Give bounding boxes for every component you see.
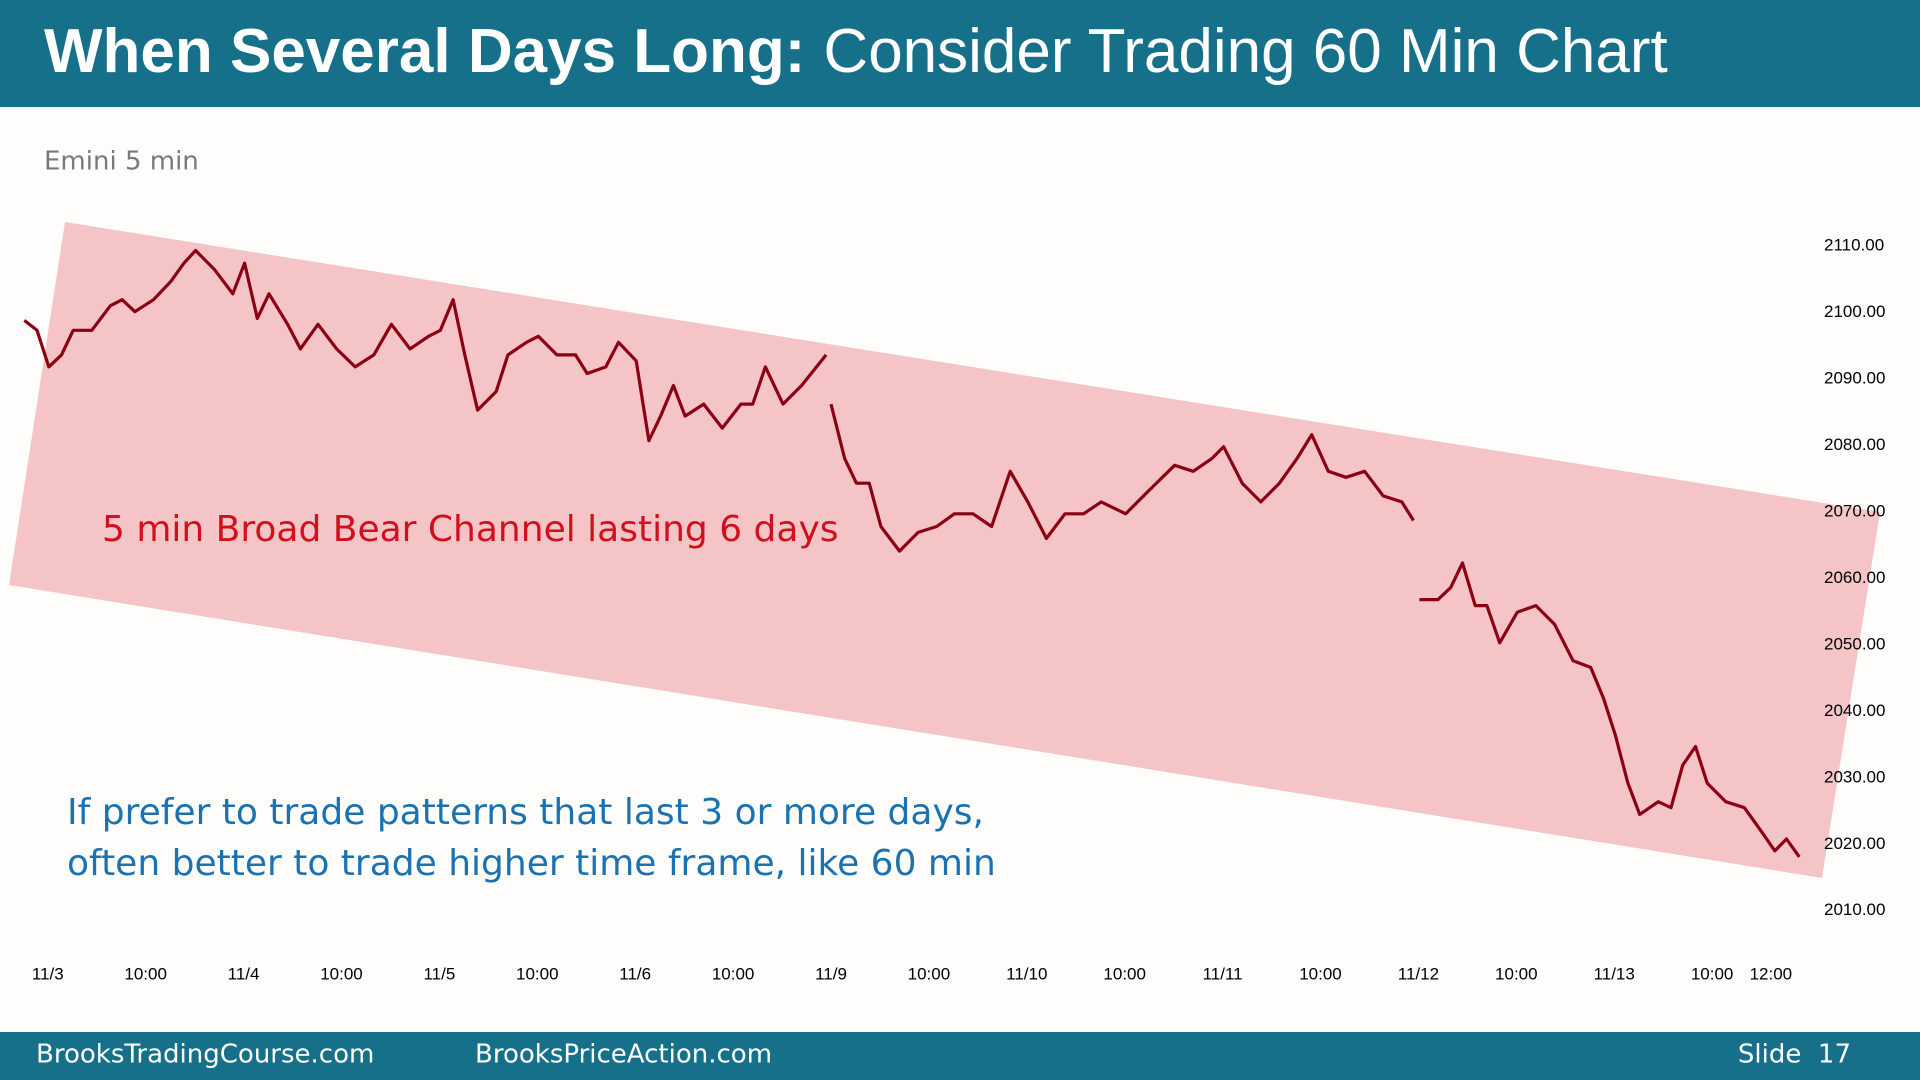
- footer-bar: [0, 1032, 1920, 1080]
- y-tick-label: 2110.00: [1824, 235, 1884, 254]
- y-tick-label: 2070.00: [1824, 501, 1885, 520]
- price-line: [23, 248, 1801, 858]
- x-tick-label: 10:00: [320, 964, 363, 983]
- x-tick-label: 10:00: [124, 964, 167, 983]
- chart-title: Emini 5 min: [44, 147, 199, 177]
- x-tick-label: 11/3: [32, 964, 64, 983]
- plot: 2010.00 2020.00 2030.00 2040.00 2050.00 2060.…: [23, 235, 1885, 983]
- x-tick-label: 10:00: [908, 964, 951, 983]
- y-tick-label: 2080.00: [1824, 435, 1885, 454]
- y-tick-label: 2030.00: [1824, 767, 1885, 786]
- x-tick-label: 12:00: [1750, 964, 1793, 983]
- x-tick-label: 11/13: [1594, 964, 1635, 983]
- x-tick-label: 11/9: [815, 964, 847, 983]
- x-tick-label: 10:00: [1103, 964, 1146, 983]
- x-tick-label: 11/11: [1203, 964, 1243, 983]
- footer-center: BrooksPriceAction.com: [475, 1040, 772, 1070]
- x-tick-label: 10:00: [1495, 964, 1538, 983]
- y-tick-label: 2040.00: [1824, 701, 1885, 720]
- x-tick-label: 10:00: [1691, 964, 1734, 983]
- y-tick-label: 2020.00: [1824, 834, 1885, 853]
- y-tick-label: 2090.00: [1824, 368, 1885, 387]
- x-tick-label: 11/12: [1398, 964, 1439, 983]
- x-tick-label: 10:00: [712, 964, 755, 983]
- title-rest: Consider Trading 60 Min Chart: [823, 17, 1667, 86]
- y-tick-label: 2060.00: [1824, 568, 1885, 587]
- channel: [9, 222, 1880, 878]
- y-tick-label: 2100.00: [1824, 302, 1885, 321]
- x-tick-label: 11/5: [423, 964, 455, 983]
- y-tick-label: 2010.00: [1824, 900, 1885, 919]
- x-tick-label: 10:00: [1299, 964, 1342, 983]
- x-tick-label: 11/4: [228, 964, 260, 983]
- annotation: often better to trade higher time frame,…: [67, 843, 996, 884]
- annotation: 5 min Broad Bear Channel lasting 6 days: [102, 509, 839, 550]
- footer-right: Slide 17: [1738, 1040, 1851, 1070]
- x-tick-label: 10:00: [516, 964, 559, 983]
- title: When Several Days Long: Consider Trading …: [44, 17, 1668, 86]
- x-tick-label: 11/6: [619, 964, 651, 983]
- header-bar: [0, 0, 1920, 107]
- footer-left: BrooksTradingCourse.com: [36, 1040, 374, 1070]
- x-tick-label: 11/10: [1006, 964, 1047, 983]
- y-tick-label: 2050.00: [1824, 634, 1885, 653]
- title-bold: When Several Days Long:: [44, 17, 805, 86]
- annotation: If prefer to trade patterns that last 3 …: [67, 792, 984, 833]
